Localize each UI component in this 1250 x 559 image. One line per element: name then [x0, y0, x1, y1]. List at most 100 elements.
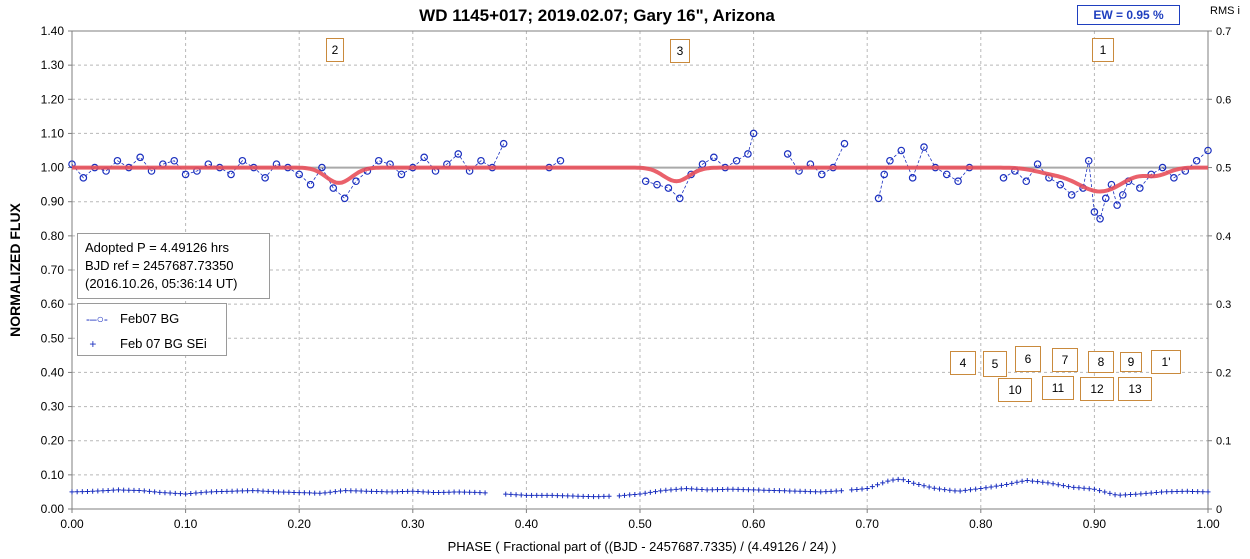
dip-label-8: 8	[1088, 351, 1114, 373]
data-point-feb07-bg-sei	[565, 493, 571, 499]
ew-label: EW = 0.95 %	[1093, 8, 1164, 22]
data-point-feb07-bg	[340, 194, 349, 203]
data-point-feb07-bg-sei	[270, 489, 276, 495]
data-point-feb07-bg-sei	[1024, 477, 1030, 483]
data-point-feb07-bg-sei	[823, 489, 829, 495]
legend-entry-feb07-bg-sei: + Feb 07 BG SEi	[86, 335, 206, 353]
data-point-feb07-bg	[942, 170, 951, 179]
data-point-feb07-bg-sei	[260, 488, 266, 494]
dip-label-9: 9	[1120, 352, 1142, 372]
data-point-feb07-bg-sei	[1148, 490, 1154, 496]
data-point-feb07-bg-sei	[436, 490, 442, 496]
data-point-feb07-bg-sei	[74, 489, 80, 495]
x-tick-label: 0.70	[856, 517, 880, 531]
data-point-feb07-bg-sei	[1133, 491, 1139, 497]
data-point-feb07-bg-sei	[1076, 485, 1082, 491]
data-point-feb07-bg-sei	[720, 486, 726, 492]
data-point-feb07-bg-sei	[1045, 480, 1051, 486]
legend-symbol-circle: -–○-	[86, 312, 108, 326]
data-point-feb07-bg-sei	[735, 486, 741, 492]
data-point-feb07-bg-sei	[694, 486, 700, 492]
data-point-feb07-bg	[374, 156, 383, 165]
x-tick-label: 0.60	[742, 517, 766, 531]
data-point-feb07-bg-sei	[193, 490, 199, 496]
data-point-feb07-bg	[999, 174, 1008, 182]
data-point-feb07-bg-sei	[482, 490, 488, 496]
data-point-feb07-bg	[1056, 180, 1065, 189]
data-point-feb07-bg-sei	[931, 485, 937, 491]
data-point-feb07-bg-sei	[188, 491, 194, 497]
data-point-feb07-bg	[306, 180, 315, 189]
data-point-feb07-bg-sei	[875, 482, 881, 488]
data-point-feb07-bg-sei	[467, 489, 473, 495]
data-point-feb07-bg-sei	[1071, 484, 1077, 490]
data-point-feb07-bg-sei	[709, 487, 715, 493]
data-point-feb07-bg-sei	[1060, 483, 1066, 489]
data-point-feb07-bg	[732, 156, 741, 165]
data-point-feb07-bg-sei	[554, 493, 560, 499]
data-point-feb07-bg-sei	[219, 489, 225, 495]
data-point-feb07-bg-sei	[389, 489, 395, 495]
data-point-feb07-bg-sei	[580, 493, 586, 499]
data-point-feb07-bg	[1158, 163, 1167, 172]
data-point-feb07-bg-sei	[890, 477, 896, 483]
data-point-feb07-bg-sei	[957, 488, 963, 494]
y-tick-label: 0.30	[41, 400, 65, 414]
data-point-feb07-bg-sei	[69, 489, 75, 495]
data-point-feb07-bg-sei	[983, 485, 989, 491]
data-point-feb07-bg-sei	[281, 489, 287, 495]
y2-axis-label: RMS i	[1210, 5, 1240, 17]
data-point-feb07-bg-sei	[776, 488, 782, 494]
data-point-feb07-bg-sei	[322, 490, 328, 496]
y2-tick-label: 0.3	[1216, 299, 1231, 311]
data-point-feb07-bg-sei	[1050, 481, 1056, 487]
data-point-feb07-bg-sei	[560, 493, 566, 499]
data-point-feb07-bg	[886, 156, 894, 165]
data-point-feb07-bg-sei	[534, 492, 540, 498]
data-point-feb07-bg-sei	[162, 490, 168, 496]
data-point-feb07-bg	[1033, 160, 1042, 168]
data-point-feb07-bg-sei	[265, 488, 271, 494]
data-point-feb07-bg-sei	[869, 484, 875, 490]
data-point-feb07-bg-sei	[1164, 489, 1170, 495]
data-point-feb07-bg-sei	[761, 487, 767, 493]
data-point-feb07-bg-sei	[353, 488, 359, 494]
data-point-feb07-bg-sei	[379, 489, 385, 495]
data-point-feb07-bg	[954, 177, 962, 186]
data-point-feb07-bg-sei	[157, 489, 163, 495]
data-point-feb07-bg-sei	[1138, 491, 1144, 497]
data-point-feb07-bg-sei	[121, 487, 127, 493]
dip-label-3: 3	[670, 39, 690, 63]
data-point-feb07-bg-sei	[828, 488, 834, 494]
data-point-feb07-bg-sei	[214, 489, 220, 495]
data-point-feb07-bg-sei	[105, 487, 111, 493]
x-tick-label: 0.80	[969, 517, 993, 531]
data-point-feb07-bg-sei	[451, 489, 457, 495]
data-point-feb07-bg-sei	[807, 489, 813, 495]
data-point-feb07-bg-sei	[813, 489, 819, 495]
y2-tick-label: 0.4	[1216, 231, 1231, 243]
data-point-feb07-bg	[840, 139, 849, 148]
data-point-feb07-bg-sei	[286, 489, 292, 495]
data-point-feb07-bg-sei	[177, 491, 183, 497]
data-point-feb07-bg-sei	[245, 488, 251, 494]
data-point-feb07-bg-sei	[301, 490, 307, 496]
data-point-feb07-bg-sei	[792, 488, 798, 494]
data-point-feb07-bg-sei	[1107, 490, 1113, 496]
data-point-feb07-bg-sei	[1029, 478, 1035, 484]
data-point-feb07-bg-sei	[962, 487, 968, 493]
data-point-feb07-bg-sei	[787, 488, 793, 494]
dip-label-1-prime: 1'	[1151, 350, 1181, 374]
y2-tick-label: 0.5	[1216, 163, 1231, 175]
data-point-feb07-bg-sei	[115, 487, 121, 493]
y2-tick-label: 0	[1216, 504, 1222, 516]
data-point-feb07-bg-sei	[513, 492, 519, 498]
dip-label-1: 1	[1092, 38, 1114, 62]
data-point-feb07-bg-sei	[183, 491, 189, 497]
legend: -–○- Feb07 BG + Feb 07 BG SEi	[77, 303, 227, 356]
data-point-feb07-bg-sei	[1014, 479, 1020, 485]
data-point-feb07-bg-sei	[410, 488, 416, 494]
data-point-feb07-bg-sei	[250, 488, 256, 494]
chart-title: WD 1145+017; 2019.02.07; Gary 16", Arizo…	[419, 6, 775, 25]
data-point-feb07-bg-sei	[234, 488, 240, 494]
